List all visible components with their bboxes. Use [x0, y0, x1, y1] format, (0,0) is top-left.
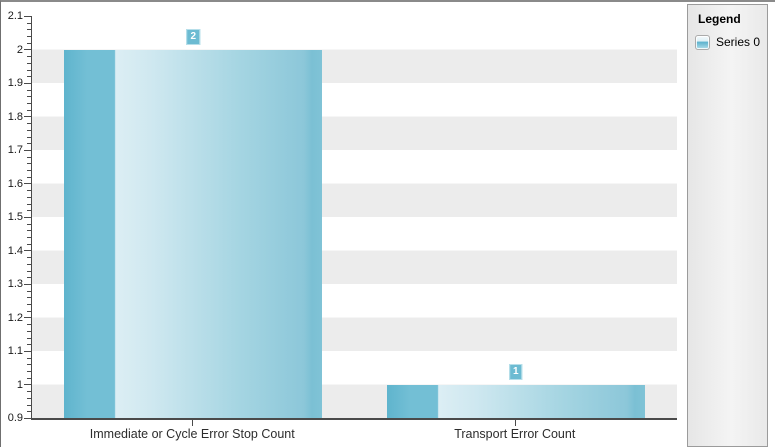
y-axis-minor-tick	[27, 357, 31, 359]
y-axis-major-tick	[24, 116, 31, 117]
y-axis-minor-tick	[27, 223, 31, 225]
y-axis-minor-tick	[27, 62, 31, 64]
y-axis-minor-tick	[27, 123, 31, 125]
y-axis-minor-tick	[27, 344, 31, 346]
y-axis-minor-tick	[27, 297, 31, 299]
y-axis-minor-tick	[27, 36, 31, 38]
x-axis-category-label: Immediate or Cycle Error Stop Count	[89, 427, 295, 441]
bar-value-badge: 2	[186, 28, 201, 45]
y-axis-tick-label: 1.8	[7, 110, 23, 123]
y-axis-minor-tick	[27, 196, 31, 198]
y-axis-minor-tick	[27, 270, 31, 272]
y-axis: 2.1 2 1.9 1.8 1.7 1.6 1.5 1.4 1.3 1.2 1.1 1 0.9	[1, 10, 31, 424]
y-axis-major-tick	[24, 82, 31, 84]
y-axis-minor-tick	[27, 397, 31, 399]
bar-transport-error-count[interactable]	[386, 384, 645, 418]
x-axis-category-label: Transport Error Count	[454, 427, 576, 441]
bar-immediate-or-cycle-error-stop-count[interactable]	[64, 49, 323, 418]
y-axis-tick-label: 1.4	[7, 244, 23, 257]
y-axis-tick-label: 2.1	[7, 10, 23, 22]
legend-panel: Legend Series 0	[687, 4, 768, 447]
legend-title: Legend	[698, 12, 741, 26]
y-axis-minor-tick	[27, 210, 31, 212]
y-axis-major-tick	[24, 183, 31, 184]
legend-item-label: Series 0	[716, 35, 761, 49]
y-axis-major-tick	[24, 16, 31, 17]
series-color-swatch-icon	[695, 35, 710, 50]
y-axis-major-tick	[24, 149, 31, 151]
x-axis-tick	[192, 420, 194, 426]
y-axis-minor-tick	[27, 364, 31, 366]
y-axis-minor-tick	[27, 69, 31, 71]
y-axis-minor-tick	[27, 56, 31, 58]
y-axis-major-tick	[24, 417, 31, 419]
y-axis-minor-tick	[27, 176, 31, 178]
y-axis-minor-tick	[27, 163, 31, 165]
y-axis-minor-tick	[27, 330, 31, 332]
y-axis-tick-label: 1.6	[7, 177, 23, 190]
y-axis-tick-label: 1.7	[7, 144, 23, 156]
y-axis-minor-tick	[27, 277, 31, 279]
y-axis-minor-tick	[27, 42, 31, 44]
y-axis-tick-label: 1.5	[7, 211, 23, 223]
y-axis-tick-label: 0.9	[7, 412, 23, 424]
y-axis-minor-tick	[27, 109, 31, 111]
y-axis-major-tick	[24, 317, 31, 318]
y-axis-minor-tick	[27, 103, 31, 105]
y-axis-major-tick	[24, 350, 31, 352]
legend-item-series-0[interactable]: Series 0	[695, 35, 767, 50]
y-axis-minor-tick	[27, 96, 31, 98]
y-axis-minor-tick	[27, 377, 31, 379]
y-axis-minor-tick	[27, 22, 31, 24]
y-axis-minor-tick	[27, 190, 31, 192]
y-axis-minor-tick	[27, 310, 31, 312]
y-axis-minor-tick	[27, 411, 31, 413]
y-axis-major-tick	[24, 384, 31, 385]
x-axis-tick	[514, 420, 516, 426]
y-axis-minor-tick	[27, 337, 31, 339]
y-axis-minor-tick	[27, 156, 31, 158]
y-axis-tick-label: 1.3	[7, 278, 23, 290]
y-axis-minor-tick	[27, 143, 31, 145]
y-axis-minor-tick	[27, 136, 31, 138]
y-axis-minor-tick	[27, 263, 31, 265]
y-axis-minor-tick	[27, 391, 31, 393]
y-axis-minor-tick	[27, 203, 31, 205]
bar-value-badge: 1	[508, 363, 523, 380]
y-axis-major-tick	[24, 283, 31, 285]
y-axis-minor-tick	[27, 89, 31, 91]
y-axis-tick-label: 1.9	[7, 77, 23, 89]
y-axis-major-tick	[24, 216, 31, 218]
y-axis-minor-tick	[27, 371, 31, 373]
y-axis-minor-tick	[27, 304, 31, 306]
y-axis-tick-label: 1.2	[7, 311, 23, 324]
y-axis-tick-label: 1	[16, 378, 23, 391]
y-axis-minor-tick	[27, 257, 31, 259]
y-axis-major-tick	[24, 250, 31, 251]
y-axis-minor-tick	[27, 170, 31, 172]
y-axis-minor-tick	[27, 290, 31, 292]
y-axis-minor-tick	[27, 129, 31, 131]
y-axis-major-tick	[24, 49, 31, 50]
y-axis-minor-tick	[27, 404, 31, 406]
y-axis-minor-tick	[27, 243, 31, 245]
y-axis-minor-tick	[27, 237, 31, 239]
y-axis-minor-tick	[27, 324, 31, 326]
y-axis-minor-tick	[27, 230, 31, 232]
y-axis-tick-label: 1.1	[7, 345, 23, 357]
y-axis-minor-tick	[27, 76, 31, 78]
y-axis-minor-tick	[27, 29, 31, 31]
y-axis-tick-label: 2	[16, 43, 23, 56]
